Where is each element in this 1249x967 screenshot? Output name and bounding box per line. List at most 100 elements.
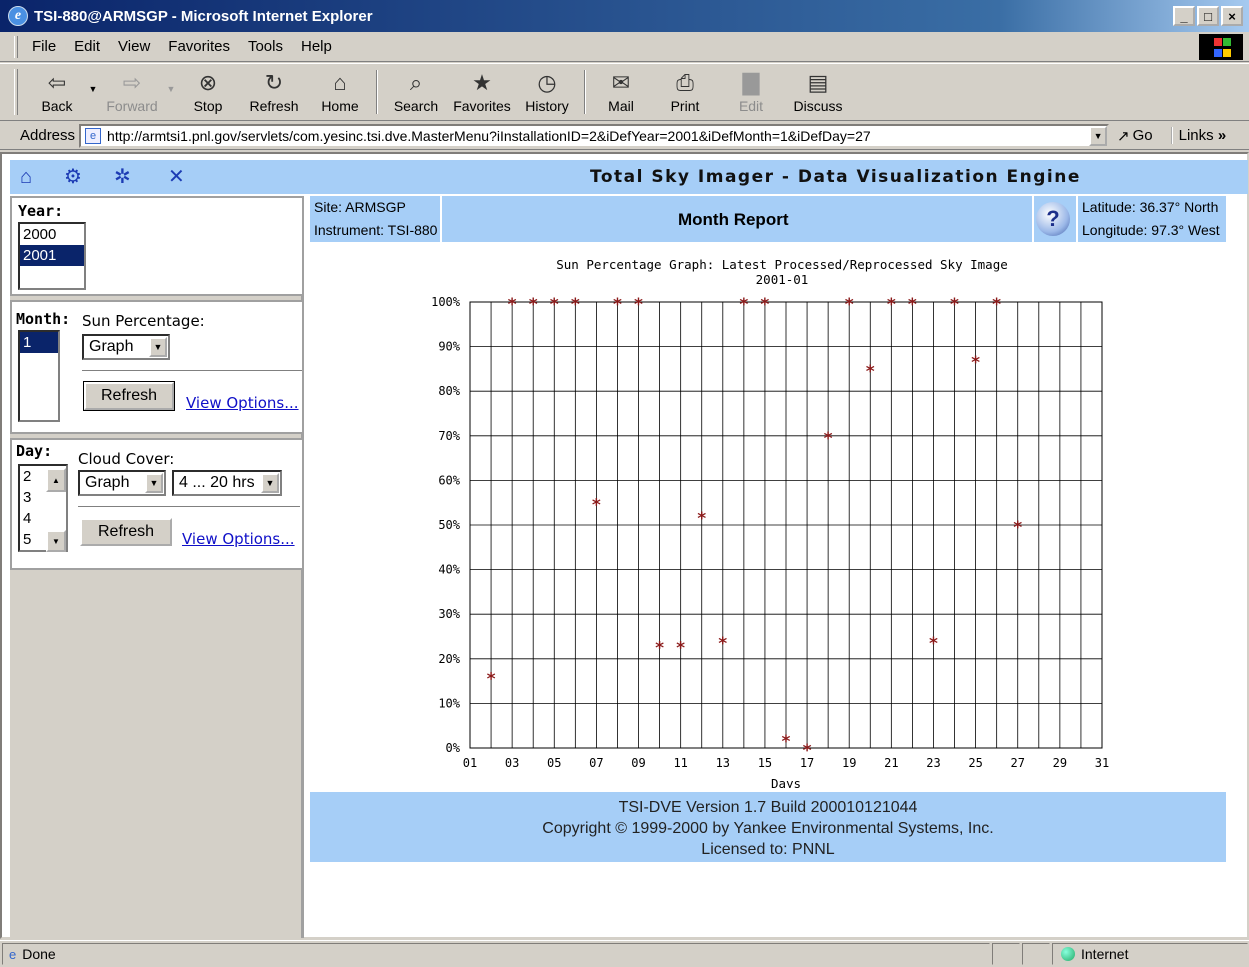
copyright-text: Copyright © 1999-2000 by Yankee Environm… bbox=[542, 820, 994, 837]
month-view-options-link[interactable]: View Options... bbox=[186, 394, 299, 412]
scroll-down-button[interactable]: ▼ bbox=[46, 530, 66, 552]
menubar-grip[interactable] bbox=[14, 35, 18, 58]
menu-edit[interactable]: Edit bbox=[74, 38, 101, 55]
year-option-selected[interactable]: 2001 bbox=[20, 245, 84, 266]
year-label: Year: bbox=[18, 202, 64, 220]
month-refresh-button[interactable]: Refresh bbox=[83, 381, 175, 411]
scroll-up-button[interactable]: ▲ bbox=[46, 468, 66, 492]
chevron-down-icon: ▼ bbox=[145, 473, 163, 493]
stop-icon: ⊗ bbox=[198, 70, 218, 95]
month-option-selected[interactable]: 1 bbox=[20, 332, 58, 353]
day-refresh-button[interactable]: Refresh bbox=[80, 518, 172, 546]
history-toolbar-button[interactable]: ◷ History bbox=[525, 70, 569, 114]
go-arrow-icon: ↗ bbox=[1117, 127, 1130, 145]
windows-logo-icon bbox=[1199, 34, 1243, 60]
data-point: * bbox=[633, 295, 643, 315]
day-option[interactable]: 5 bbox=[23, 531, 32, 548]
home-icon: ⌂ bbox=[333, 70, 347, 95]
menu-view[interactable]: View bbox=[118, 38, 151, 55]
chart-title: Sun Percentage Graph: Latest Processed/R… bbox=[556, 257, 1008, 272]
month-listbox[interactable]: 1 bbox=[18, 330, 60, 422]
gears-icon[interactable]: ⚙ bbox=[64, 166, 82, 188]
close-window-button[interactable]: × bbox=[1221, 6, 1243, 26]
forward-button[interactable]: ⇨ Forward bbox=[106, 70, 158, 114]
back-arrow-icon: ⇦ bbox=[47, 70, 67, 95]
cloud-cover-select[interactable]: Graph ▼ bbox=[78, 470, 166, 496]
sun-percentage-label: Sun Percentage: bbox=[82, 312, 205, 330]
x-tick-label: 19 bbox=[842, 756, 856, 770]
day-option[interactable]: 2 bbox=[23, 468, 32, 485]
home-toolbar-button[interactable]: ⌂ Home bbox=[321, 70, 359, 114]
minimize-button[interactable]: _ bbox=[1173, 6, 1195, 26]
forward-arrow-icon: ⇨ bbox=[122, 70, 142, 95]
latitude-label: Latitude: 36.37° North bbox=[1082, 199, 1219, 215]
forward-dropdown-arrow[interactable]: ▼ bbox=[166, 84, 176, 94]
chevron-down-icon: ▼ bbox=[261, 473, 279, 493]
data-point: * bbox=[676, 638, 686, 658]
refresh-icon: ↻ bbox=[264, 70, 284, 95]
report-title: Month Report bbox=[678, 210, 789, 229]
search-icon: ⌕ bbox=[409, 70, 423, 95]
search-toolbar-button[interactable]: ⌕ Search bbox=[393, 70, 439, 114]
page-done-icon: e bbox=[9, 946, 17, 962]
sun-percentage-select[interactable]: Graph ▼ bbox=[82, 334, 170, 360]
mail-toolbar-button[interactable]: ✉ Mail bbox=[608, 70, 634, 114]
x-tick-label: 31 bbox=[1095, 756, 1109, 770]
y-tick-label: 60% bbox=[438, 473, 460, 487]
data-point: * bbox=[507, 295, 517, 315]
toolbar-grip[interactable] bbox=[14, 69, 18, 115]
help-icon[interactable]: ? bbox=[1036, 202, 1070, 236]
stop-button[interactable]: ⊗ Stop bbox=[193, 70, 223, 114]
discuss-toolbar-button[interactable]: ▤ Discuss bbox=[793, 70, 843, 114]
edit-toolbar-button[interactable]: ▇ Edit bbox=[738, 70, 764, 114]
zone-text: Internet bbox=[1081, 946, 1129, 962]
back-button[interactable]: ⇦ Back bbox=[41, 70, 73, 114]
menu-tools[interactable]: Tools bbox=[247, 38, 283, 55]
menu-help[interactable]: Help bbox=[301, 38, 332, 55]
y-tick-label: 30% bbox=[438, 607, 460, 621]
refresh-toolbar-button[interactable]: ↻ Refresh bbox=[249, 70, 299, 114]
day-option[interactable]: 4 bbox=[23, 510, 32, 527]
day-view-options-link[interactable]: View Options... bbox=[182, 530, 295, 548]
year-option[interactable]: 2000 bbox=[23, 226, 57, 243]
links-button[interactable]: Links » bbox=[1170, 127, 1226, 144]
globe-icon bbox=[1061, 947, 1075, 961]
data-point: * bbox=[949, 295, 959, 315]
data-point: * bbox=[1013, 518, 1023, 538]
data-point: * bbox=[528, 295, 538, 315]
favorites-toolbar-button[interactable]: ★ Favorites bbox=[453, 70, 511, 114]
data-point: * bbox=[928, 634, 938, 654]
y-tick-label: 70% bbox=[438, 429, 460, 443]
data-point: * bbox=[886, 295, 896, 315]
hours-select[interactable]: 4 ... 20 hrs ▼ bbox=[172, 470, 282, 496]
x-tick-label: 15 bbox=[758, 756, 772, 770]
print-toolbar-button[interactable]: ⎙ Print bbox=[670, 70, 700, 114]
favorites-icon: ★ bbox=[472, 70, 492, 95]
maximize-button[interactable]: □ bbox=[1197, 6, 1219, 26]
x-tick-label: 01 bbox=[463, 756, 477, 770]
menu-file[interactable]: File bbox=[32, 38, 57, 55]
address-input[interactable]: e http://armtsi1.pnl.gov/servlets/com.ye… bbox=[79, 123, 1110, 148]
x-tick-label: 07 bbox=[589, 756, 603, 770]
page-content: ⌂ ⚙ ✲ ✕ Total Sky Imager - Data Visualiz… bbox=[0, 152, 1249, 939]
header-divider bbox=[440, 196, 442, 242]
home-icon[interactable]: ⌂ bbox=[20, 166, 33, 188]
data-point: * bbox=[549, 295, 559, 315]
close-icon[interactable]: ✕ bbox=[168, 166, 185, 188]
status-cell-empty bbox=[1022, 943, 1050, 965]
edit-icon: ▇ bbox=[742, 70, 760, 95]
back-dropdown-arrow[interactable]: ▼ bbox=[88, 84, 98, 94]
go-button[interactable]: ↗ Go bbox=[1117, 127, 1153, 145]
year-listbox[interactable]: 2000 2001 bbox=[18, 222, 86, 290]
settings-icon[interactable]: ✲ bbox=[114, 166, 131, 188]
month-label: Month: bbox=[16, 310, 71, 328]
y-tick-label: 40% bbox=[438, 563, 460, 577]
data-point: * bbox=[718, 634, 728, 654]
menu-favorites[interactable]: Favorites bbox=[168, 38, 230, 55]
header-divider bbox=[1076, 196, 1078, 242]
data-point: * bbox=[697, 509, 707, 529]
header-divider bbox=[1032, 196, 1034, 242]
address-dropdown-button[interactable]: ▼ bbox=[1089, 125, 1108, 146]
discuss-icon: ▤ bbox=[807, 70, 829, 95]
day-option[interactable]: 3 bbox=[23, 489, 32, 506]
